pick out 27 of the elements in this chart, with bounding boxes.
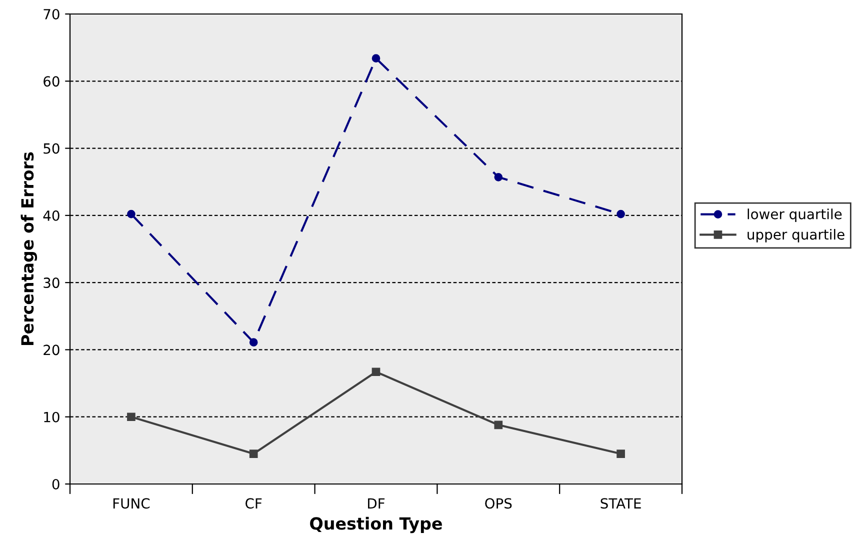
y-tick-label: 30 [44,278,60,288]
point [494,420,503,430]
y-tick-label: 20 [44,344,60,356]
y-tick-label: 40 [43,210,60,221]
y-tick-label: 0 [52,478,60,490]
point [372,368,380,376]
y-axis-title: Percentage of Errors [20,152,38,345]
point [616,210,625,218]
x-tick-label: FUNC [113,498,150,509]
point [127,210,136,218]
point [616,450,625,458]
x-tick-label: CF [246,498,262,509]
y-tick-label: 50 [44,143,60,154]
point [494,172,503,182]
point [249,450,258,458]
point [249,338,258,346]
point [127,412,136,422]
y-tick-label: 10 [44,412,60,422]
legend-label: lower quartile [748,208,842,222]
x-tick-label: OPS [485,498,512,509]
y-tick-label: 60 [44,76,60,87]
x-tick-label: STATE [600,498,641,509]
x-axis-title: Question Type [310,516,442,534]
y-tick-label: 70 [44,8,60,20]
legend-label: upper quartile [748,228,844,242]
point [372,54,380,62]
x-tick-label: DF [368,498,385,508]
